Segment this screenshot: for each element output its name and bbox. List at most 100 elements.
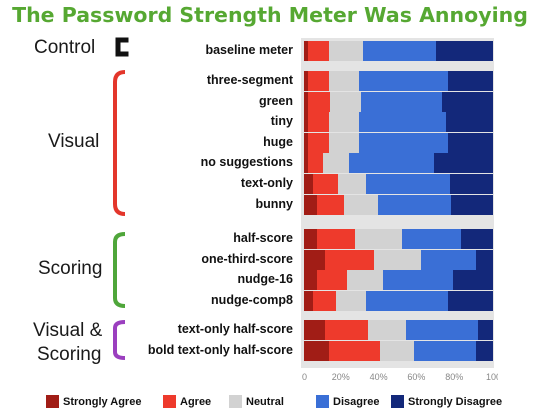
bar-row [304,112,493,132]
visual-bracket [113,70,126,216]
legend-swatch [316,395,329,408]
bar-row [304,195,493,215]
bar-segment [328,71,359,91]
category-label: huge [263,135,293,149]
bar-segment [304,291,314,311]
bar-segment [328,112,359,132]
bar-segment [441,92,493,112]
category-label: baseline meter [205,43,293,57]
bar-segment [445,112,493,132]
bar-segment [362,41,437,61]
legend-swatch [46,395,59,408]
bar-row [304,92,493,112]
category-label: tiny [270,114,293,128]
bar-segment [304,71,308,91]
control-bracket [115,37,129,57]
category-label: bunny [255,197,294,211]
bar-segment [366,174,450,194]
legend-label: Strongly Agree [63,395,142,408]
legend-swatch [229,395,242,408]
bar-segment [406,320,478,340]
group-label-visual-scoring-1: Visual & [33,320,103,341]
bar-segment [434,153,493,173]
bar-row [304,41,493,61]
category-label: text-only half-score [177,322,293,336]
category-label: nudge-comp8 [211,293,293,307]
bar-segment [336,291,367,311]
bar-segment [304,112,308,132]
bar-segment [383,270,454,290]
bar-segment [328,341,380,361]
bar-segment [304,133,308,153]
legend-label: Strongly Disagree [408,395,503,408]
bar-segment [343,195,378,215]
bar-segment [317,270,348,290]
bar-segment [324,320,369,340]
bar-segment [307,133,329,153]
x-tick-label: 40% [369,372,388,382]
bar-segment [477,320,493,340]
bar-segment [366,291,448,311]
legend-item: Strongly Disagree [391,395,502,408]
bar-row [304,270,493,290]
bar-row [304,341,493,361]
legend-label: Neutral [246,395,284,408]
legend: Strongly Agree Agree Neutral Disagree Strong… [0,393,540,411]
bar-row [304,291,493,311]
bar-segment [451,195,493,215]
bar-segment [475,250,493,270]
bar-row [304,133,493,153]
category-label: no suggestions [200,155,293,169]
group-label-visual: Visual [48,131,100,152]
category-label: one-third-score [201,252,293,266]
bar-segment [358,112,446,132]
bar-segment [475,341,493,361]
bar-segment [453,270,493,290]
bar-segment [460,229,493,249]
x-tick-label: 100% [486,372,498,382]
bar-segment [373,250,422,270]
bar-row [304,174,493,194]
bar-row [304,71,493,91]
legend-item: Disagree [316,395,379,408]
bar-segment [307,41,329,61]
bar-segment [447,133,493,153]
bar-segment [307,153,323,173]
bar-segment [317,195,344,215]
bar-segment [304,229,318,249]
group-label-visual-scoring-2: Scoring [37,344,102,365]
category-label: green [258,94,293,108]
bar-segment [436,41,493,61]
bar-segment [304,92,308,112]
bar-segment [413,341,476,361]
bar-segment [304,341,329,361]
category-label: bold text-only half-score [147,343,293,357]
category-label: nudge-16 [237,272,293,286]
legend-label: Agree [180,395,212,408]
category-label: half-score [233,231,293,245]
legend-item: Strongly Agree [46,395,141,408]
bar-segment [368,320,407,340]
bar-segment [304,270,318,290]
bar-segment [324,250,374,270]
bar-segment [322,153,350,173]
bar-segment [355,229,403,249]
bar-segment [379,341,414,361]
bar-segment [421,250,476,270]
group-label-scoring: Scoring [38,258,103,279]
bar-segment [447,291,493,311]
x-tick-label: 80% [445,372,464,382]
bar-segment [347,270,384,290]
bar-segment [358,71,448,91]
bar-segment [313,291,337,311]
x-tick-label: 0 [302,372,308,382]
bar-row [304,229,493,249]
bar-segment [447,71,493,91]
bar-segment [304,153,308,173]
legend-swatch [391,395,404,408]
bar-segment [328,133,359,153]
group-label-control: Control [34,37,96,58]
bar-segment [377,195,452,215]
x-tick-label: 20% [331,372,350,382]
scoring-bracket [113,232,126,308]
